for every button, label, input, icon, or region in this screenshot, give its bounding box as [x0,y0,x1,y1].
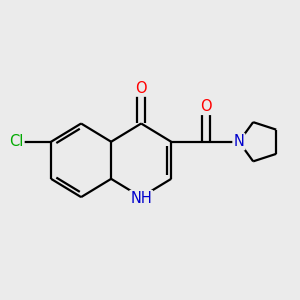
Text: NH: NH [130,191,152,206]
Text: Cl: Cl [9,134,23,149]
Text: N: N [233,134,244,149]
Text: O: O [200,99,212,114]
Text: O: O [135,81,147,96]
